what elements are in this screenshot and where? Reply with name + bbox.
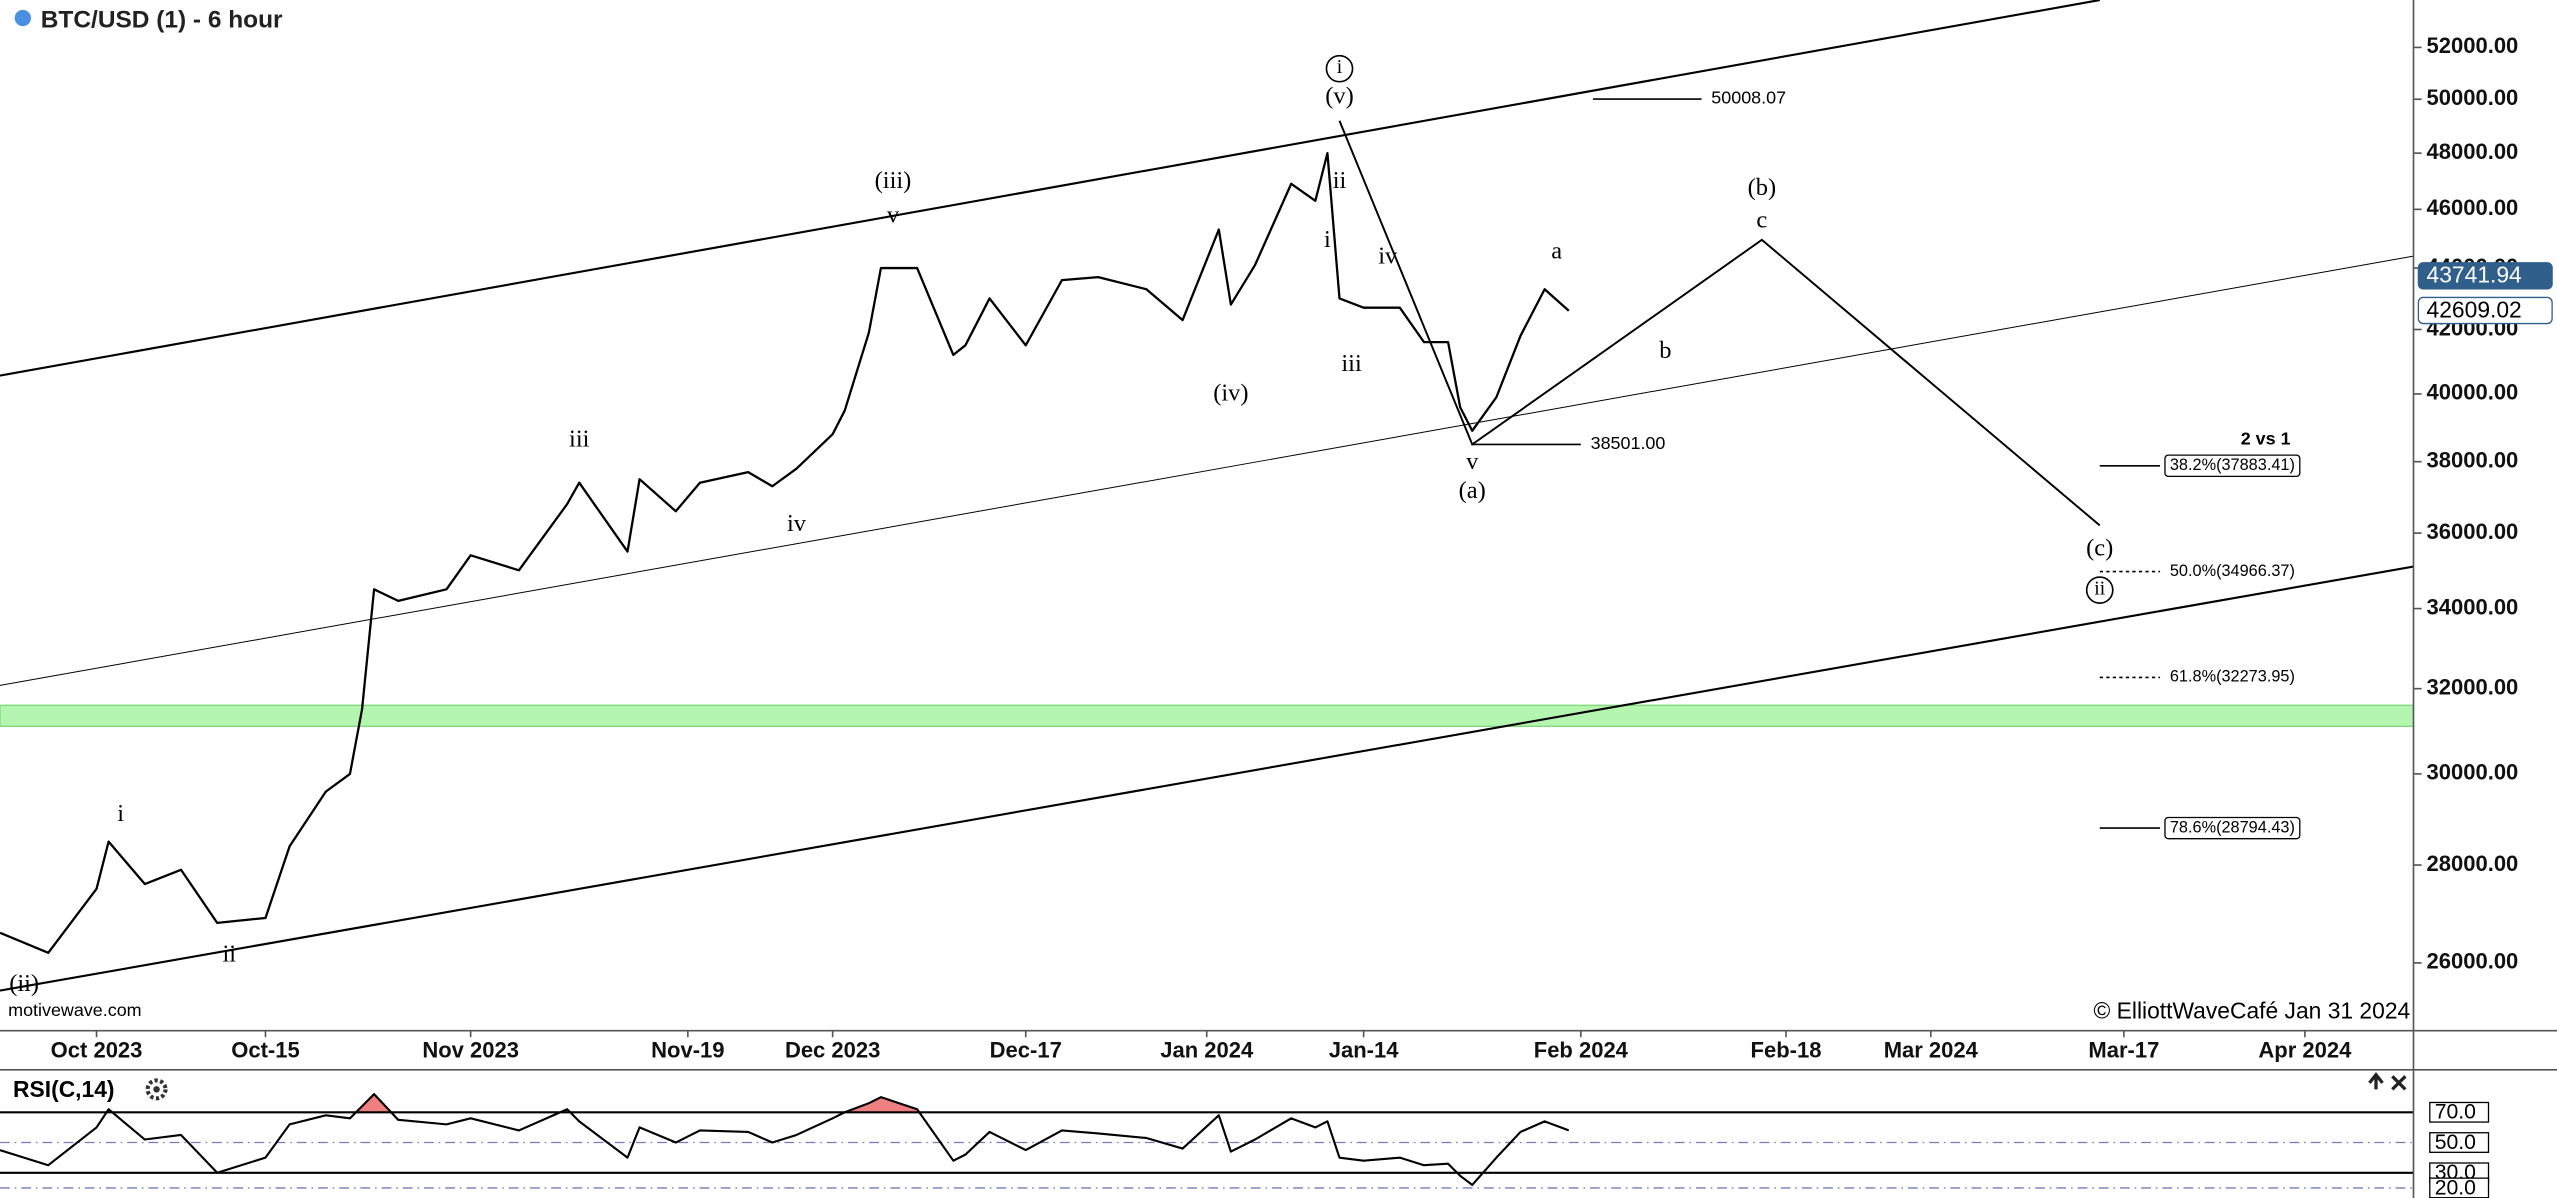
wave-label: (ii) [9, 970, 39, 997]
fib-label-box [2164, 454, 2301, 478]
price-tag-label: 42609.02 [2427, 296, 2522, 322]
wave-label: b [1659, 337, 1671, 364]
y-tick-label: 40000.00 [2427, 380, 2519, 405]
rsi-tick-box [2429, 1101, 2490, 1123]
y-tick-label: 32000.00 [2427, 674, 2519, 699]
wave-label: iii [1341, 350, 1362, 377]
x-tick-label: Oct-15 [231, 1038, 299, 1063]
y-tick-label: 30000.00 [2427, 760, 2519, 785]
wave-label: i [117, 800, 124, 827]
axes: 26000.00 28000.00 30000.00 32000.00 34000.00… [51, 33, 2553, 1198]
trend-line [0, 255, 2414, 686]
wave-label: a [1551, 237, 1562, 264]
rsi-plot [0, 1093, 2414, 1189]
wave-label: iv [1378, 243, 1398, 270]
wave-label: iv [787, 510, 807, 537]
rsi-title: RSI(C,14) [13, 1076, 114, 1102]
symbol-dot [14, 9, 31, 27]
rsi-tick-box [2429, 1132, 2490, 1153]
y-tick-label: 28000.00 [2427, 851, 2519, 876]
wave-label: ii [1333, 167, 1347, 194]
fib-title: 2 vs 1 [2241, 428, 2291, 448]
wave-label: (b) [1748, 174, 1777, 201]
chart-title: BTC/USD (1) - 6 hour [41, 7, 283, 34]
x-tick-label: Dec-17 [990, 1038, 1062, 1063]
wave-label: (iii) [875, 167, 912, 194]
x-tick-label: Jan-14 [1329, 1038, 1399, 1063]
wave-label: (v) [1325, 83, 1354, 110]
x-tick-label: Dec 2023 [785, 1038, 880, 1063]
rsi-tick-label: 20.0 [2435, 1176, 2476, 1198]
wave-projection [1338, 120, 2101, 527]
rsi-tick-label: 70.0 [2435, 1101, 2476, 1124]
wave-circle [2085, 576, 2114, 604]
y-tick-label: 50000.00 [2427, 85, 2519, 110]
fib-label: 78.6%(28794.43) [2170, 818, 2295, 836]
fib-label: 38.2%(37883.41) [2170, 456, 2295, 474]
fib-label: 61.8%(32273.95) [2170, 668, 2295, 686]
rsi-line [0, 1093, 1570, 1186]
wave-label: v [1466, 448, 1479, 475]
x-tick-label: Oct 2023 [51, 1038, 143, 1063]
wave-label: (iv) [1213, 380, 1248, 407]
wave-label: c [1756, 206, 1767, 233]
wave-label: (a) [1459, 477, 1486, 504]
wave-label: iii [569, 425, 590, 452]
price-tag [2417, 296, 2553, 325]
trend-line [0, 565, 2414, 992]
y-tick-label: 38000.00 [2427, 448, 2519, 473]
wave-label: ii [2094, 579, 2105, 600]
wave-label: i [1324, 226, 1331, 253]
x-tick-label: Jan 2024 [1160, 1038, 1254, 1063]
price-line [0, 151, 1570, 954]
x-tick-label: Mar 2024 [1884, 1038, 1979, 1063]
level-label: 38501.00 [1591, 433, 1666, 453]
wave-label: i [1337, 57, 1343, 78]
price-tag [2417, 262, 2553, 290]
settings-icon[interactable] [145, 1078, 168, 1101]
fib-label: 50.0%(34966.37) [2170, 562, 2295, 580]
y-tick-label: 36000.00 [2427, 519, 2519, 544]
fib-label-box [2164, 816, 2301, 840]
panel-buttons[interactable] [2368, 1072, 2407, 1091]
credit: © ElliottWaveCafé Jan 31 2024 [2094, 998, 2411, 1024]
x-tick-label: Nov 2023 [422, 1038, 519, 1063]
y-tick-label: 34000.00 [2427, 594, 2519, 619]
y-tick-label: 48000.00 [2427, 139, 2519, 164]
x-tick-label: Feb 2024 [1534, 1038, 1629, 1063]
price-tag-label: 43741.94 [2427, 262, 2523, 288]
x-tick-label: Feb-18 [1751, 1038, 1822, 1063]
y-tick-label: 46000.00 [2427, 195, 2519, 220]
wave-label: ii [222, 940, 236, 967]
x-tick-label: Mar-17 [2088, 1038, 2159, 1063]
wave-circle [1325, 54, 1354, 83]
x-tick-label: Apr 2024 [2258, 1038, 2352, 1063]
y-tick-label: 52000.00 [2427, 33, 2519, 58]
wave-label: (c) [2086, 534, 2113, 561]
price-plot: 50008.07 38501.00 2 vs 1 38.2%(37883.41) 50.… [0, 0, 2414, 997]
y-tick-label: 26000.00 [2427, 949, 2519, 974]
rsi-tick-label: 50.0 [2435, 1131, 2476, 1154]
support-zone [0, 704, 2414, 727]
x-tick-label: Nov-19 [651, 1038, 724, 1063]
trend-line [0, 0, 2100, 377]
level-label: 50008.07 [1711, 88, 1786, 108]
wave-label: v [887, 201, 900, 228]
source: motivewave.com [8, 1000, 141, 1020]
